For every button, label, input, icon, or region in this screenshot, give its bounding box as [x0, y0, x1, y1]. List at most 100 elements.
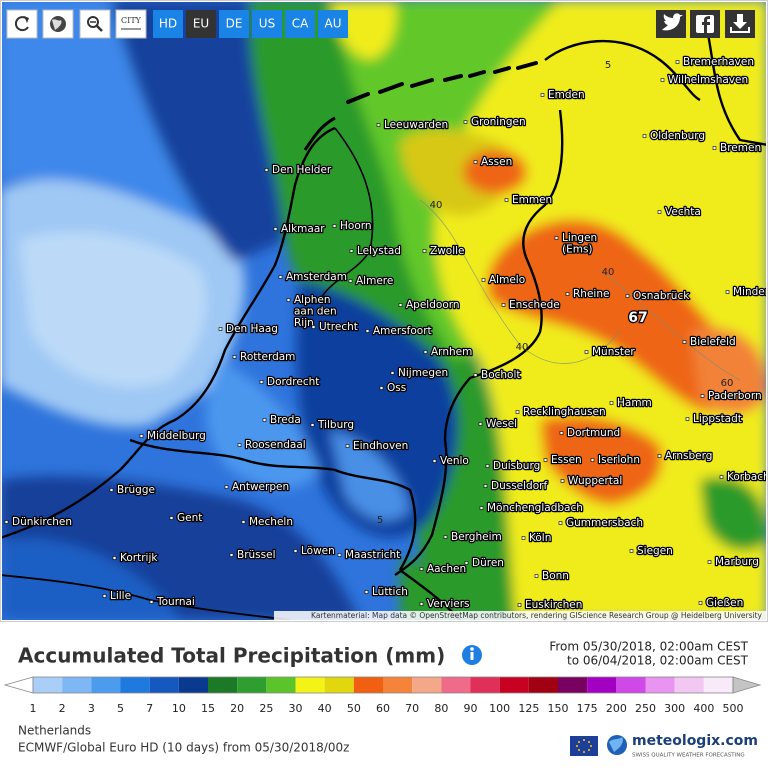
info-icon[interactable]	[462, 645, 482, 665]
region-button-label: DE	[226, 17, 243, 31]
place-marker	[310, 423, 315, 427]
place-label: Groningen	[471, 116, 526, 128]
legend-swatch	[587, 677, 617, 693]
zoom-out-button[interactable]	[79, 9, 111, 39]
city-icon: CITY	[121, 16, 142, 25]
place-marker	[565, 292, 570, 296]
place-marker	[432, 459, 437, 463]
region-button[interactable]	[153, 10, 183, 38]
precip-field	[2, 2, 766, 620]
place-label: Roosendaal	[245, 439, 306, 451]
place-marker	[517, 603, 522, 607]
legend-swatch	[208, 677, 238, 693]
region-button[interactable]	[285, 10, 315, 38]
place-marker	[534, 574, 539, 578]
place-label: Middelburg	[147, 430, 206, 442]
legend-swatch	[149, 677, 179, 693]
place-marker	[286, 298, 291, 302]
place-label: Alphen	[294, 294, 331, 306]
place-marker	[478, 422, 483, 426]
place-label: Marburg	[715, 556, 759, 568]
twitter-button[interactable]	[656, 10, 686, 38]
place-marker	[229, 553, 234, 557]
place-marker	[642, 134, 647, 138]
place-label: Euskirchen	[525, 599, 582, 611]
region-button[interactable]	[252, 10, 282, 38]
legend-label: 7	[146, 702, 153, 715]
legend-swatch	[33, 677, 63, 693]
place-label: Dortmund	[567, 427, 620, 439]
legend-swatch	[266, 677, 296, 693]
place-label: aan den	[294, 306, 337, 318]
place-label: Paderborn	[708, 390, 762, 402]
place-label: Antwerpen	[232, 481, 289, 493]
place-marker	[660, 78, 665, 82]
place-marker	[398, 303, 403, 307]
facebook-button[interactable]	[690, 10, 720, 38]
contour-lines	[419, 199, 741, 381]
place-marker	[423, 350, 428, 354]
legend-swatch	[645, 677, 675, 693]
place-marker	[473, 160, 478, 164]
period-from: From 05/30/2018, 02:00am CEST	[549, 640, 748, 654]
place-label: Breda	[270, 414, 301, 426]
place-label: Lille	[110, 590, 131, 602]
place-label: Mecheln	[249, 516, 293, 528]
globe-button[interactable]	[42, 9, 74, 39]
legend-swatch	[295, 677, 325, 693]
legend-frame	[32, 676, 734, 694]
place-marker	[364, 590, 369, 594]
place-label: Zwolle	[430, 245, 465, 257]
legend-swatch	[383, 677, 413, 693]
place-label: Siegen	[637, 545, 673, 557]
eu-flag	[570, 736, 598, 756]
attribution: Kartenmaterial: Map data © OpenStreetMap…	[311, 611, 763, 620]
place-marker	[379, 386, 384, 390]
refresh-button[interactable]	[6, 9, 38, 39]
legend-swatch	[91, 677, 121, 693]
place-marker	[463, 120, 468, 124]
place-marker	[485, 464, 490, 468]
place-marker	[719, 475, 724, 479]
place-label: Düren	[472, 557, 504, 569]
place-marker	[337, 553, 342, 557]
legend-label: 60	[376, 702, 390, 715]
region-button[interactable]	[318, 10, 348, 38]
download-button[interactable]	[725, 10, 755, 38]
legend-label: 30	[289, 702, 303, 715]
legend-swatch	[353, 677, 383, 693]
logo: meteologix.com SWISS QUALITY WEATHER FOR…	[570, 733, 758, 759]
place-label: Tournai	[156, 596, 195, 608]
city-button[interactable]: CITY	[115, 9, 147, 39]
place-label: Mönchengladbach	[487, 502, 583, 514]
place-marker	[707, 560, 712, 564]
place-marker	[237, 443, 242, 447]
place-marker	[419, 567, 424, 571]
place-marker	[521, 536, 526, 540]
place-marker	[682, 340, 687, 344]
place-label: Gent	[177, 512, 202, 524]
place-label: Almelo	[489, 274, 525, 286]
legend-label: 5	[117, 702, 124, 715]
legend-swatch	[674, 677, 704, 693]
place-marker	[725, 290, 730, 294]
region-button[interactable]	[186, 10, 216, 38]
place-label: Assen	[481, 156, 512, 168]
place-marker	[584, 350, 589, 354]
place-label: Recklinghausen	[523, 406, 606, 418]
region-button[interactable]	[219, 10, 249, 38]
place-marker	[293, 549, 298, 553]
place-marker	[264, 168, 269, 172]
place-label: Lüttich	[372, 586, 408, 598]
place-label: Vechta	[665, 206, 701, 218]
place-marker	[259, 380, 264, 384]
place-label: Wuppertal	[568, 475, 622, 487]
region-button-label: HD	[159, 17, 177, 31]
map[interactable]: Bremerhaven Wilhelmshaven Emden Leeuwarden G…	[0, 0, 768, 620]
legend-label: 80	[434, 702, 448, 715]
region-button-label: CA	[292, 17, 309, 31]
legend-label: 90	[464, 702, 478, 715]
place-label: Amersfoort	[373, 325, 432, 337]
place-label: Apeldoorn	[406, 299, 460, 311]
